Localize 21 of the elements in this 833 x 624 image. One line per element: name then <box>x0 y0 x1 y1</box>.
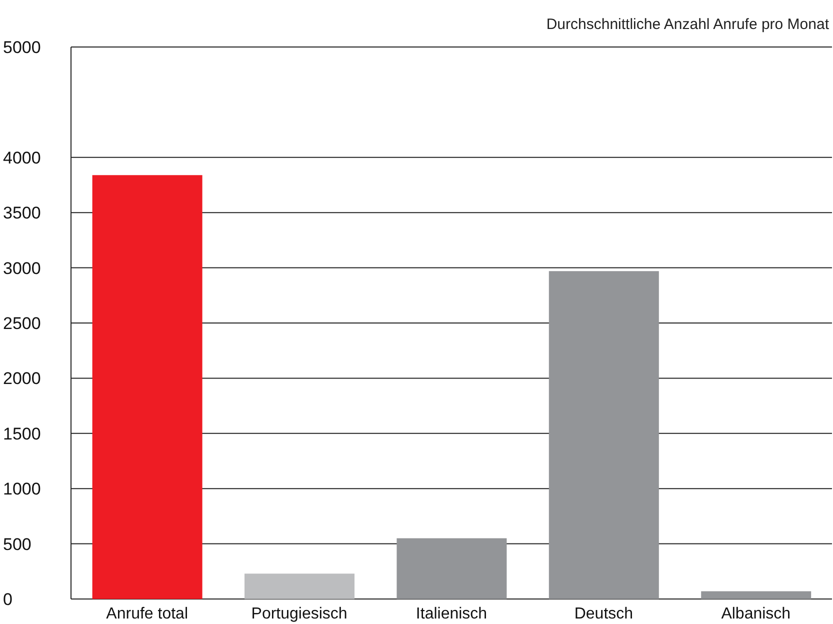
chart-title: Durchschnittliche Anzahl Anrufe pro Monat <box>546 16 829 33</box>
y-tick-label: 5000 <box>3 38 41 58</box>
y-tick-label: 1500 <box>3 424 41 444</box>
y-tick-label: 500 <box>3 534 32 554</box>
bar <box>92 175 202 599</box>
x-tick-label: Anrufe total <box>106 605 188 622</box>
x-tick-label: Deutsch <box>574 605 634 622</box>
x-tick-label: Italienisch <box>416 605 488 622</box>
bar <box>701 591 812 599</box>
y-tick-label: 1000 <box>3 480 41 499</box>
bar <box>548 271 659 599</box>
x-tick-label: Portugiesisch <box>251 605 348 622</box>
y-tick-label: 2000 <box>3 369 41 388</box>
y-tick-label: 3500 <box>3 204 41 223</box>
y-tick-label: 2500 <box>3 314 41 334</box>
y-tick-label: 3000 <box>3 258 41 278</box>
x-tick-label: Albanisch <box>721 605 791 622</box>
y-tick-label: 0 <box>3 590 12 610</box>
y-tick-label: 4000 <box>3 148 41 168</box>
bar <box>396 538 507 599</box>
bar <box>244 574 355 599</box>
